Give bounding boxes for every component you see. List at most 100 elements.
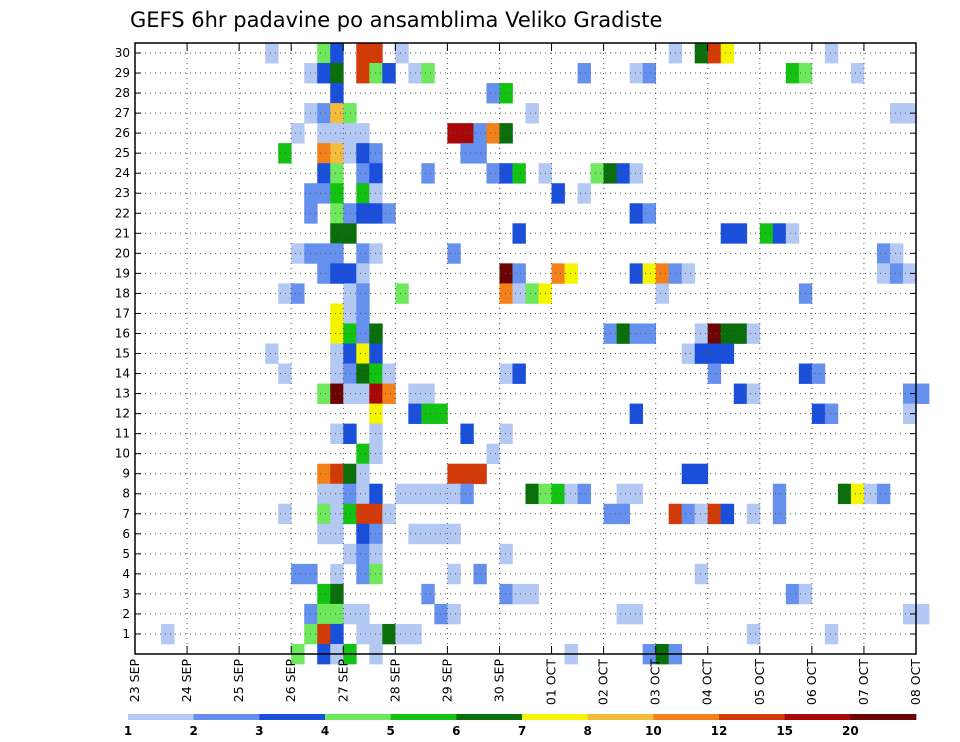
colorbar-label: 5 — [386, 724, 394, 738]
heatmap-cell — [356, 243, 370, 264]
heatmap-cell — [421, 483, 435, 505]
heatmap-cell — [343, 483, 357, 505]
heatmap-cell — [629, 403, 643, 424]
heatmap-cell — [616, 483, 630, 505]
heatmap-cell — [330, 243, 344, 264]
heatmap-cell — [889, 243, 904, 264]
grid-lines — [135, 43, 916, 654]
heatmap-cell — [330, 83, 344, 104]
heatmap-cell — [330, 363, 344, 384]
heatmap-cell — [356, 463, 370, 485]
y-tick-label: 1 — [122, 627, 130, 641]
heatmap-cell — [486, 163, 500, 184]
heatmap-cell — [343, 223, 357, 244]
heatmap-cell — [499, 583, 513, 605]
heatmap-cell — [811, 403, 826, 424]
heatmap-cell — [343, 543, 357, 565]
colorbar-label: 20 — [842, 724, 859, 738]
heatmap-cell — [916, 383, 930, 404]
heatmap-cell — [772, 503, 787, 525]
heatmap-cell — [317, 63, 331, 84]
x-tick-label: 29 SEP — [439, 659, 454, 703]
y-tick-label: 6 — [122, 527, 130, 541]
heatmap-cell — [746, 323, 761, 344]
heatmap-cell — [317, 503, 331, 525]
heatmap-cell — [512, 283, 526, 304]
heatmap-cell — [343, 463, 357, 485]
heatmap-cell — [564, 263, 578, 284]
heatmap-cell — [564, 483, 578, 505]
heatmap-cell — [694, 43, 709, 64]
heatmap-cell — [356, 443, 370, 465]
heatmap-cell — [681, 343, 696, 364]
y-tick-label: 30 — [115, 46, 130, 60]
heatmap-cell — [356, 263, 370, 284]
heatmap-cell — [161, 623, 175, 645]
chart-title: GEFS 6hr padavine po ansamblima Veliko G… — [130, 8, 662, 32]
heatmap-cell — [499, 423, 513, 444]
heatmap-cell — [772, 483, 787, 505]
heatmap-cell — [343, 203, 357, 224]
heatmap-cell — [356, 363, 370, 384]
heatmap-cell — [447, 563, 461, 585]
heatmap-cell — [382, 203, 396, 224]
x-tick-label: 02 OCT — [596, 659, 611, 705]
heatmap-cell — [382, 503, 396, 525]
x-tick-label: 26 SEP — [283, 659, 298, 703]
y-tick-label: 27 — [115, 106, 130, 120]
heatmap-cell — [330, 603, 344, 625]
heatmap-cell — [551, 483, 565, 505]
heatmap-cell — [343, 343, 357, 364]
heatmap-cell — [317, 183, 331, 204]
heatmap-cell — [317, 623, 331, 645]
heatmap-cell — [499, 263, 513, 284]
heatmap-cell — [356, 563, 370, 585]
heatmap-cell — [512, 583, 526, 605]
heatmap-cell — [317, 103, 331, 124]
heatmap-cell — [694, 503, 709, 525]
heatmap-cell — [330, 103, 344, 124]
heatmap-cell — [551, 263, 565, 284]
colorbar-label: 6 — [452, 724, 460, 738]
heatmap-cell — [343, 283, 357, 304]
y-tick-label: 13 — [115, 387, 130, 401]
heatmap-cell — [629, 163, 643, 184]
colorbar-segment — [390, 714, 457, 720]
y-tick-label: 8 — [122, 487, 130, 501]
heatmap-cell — [356, 303, 370, 324]
heatmap-cell — [343, 263, 357, 284]
heatmap-cell — [317, 603, 331, 625]
colorbar-label: 4 — [321, 724, 329, 738]
heatmap-cell — [746, 503, 761, 525]
heatmap-cell — [343, 323, 357, 344]
heatmap-cell — [681, 503, 696, 525]
heatmap-cell — [317, 123, 331, 144]
heatmap-cell — [317, 483, 331, 505]
heatmap-cell — [629, 603, 643, 625]
colorbar-segment — [193, 714, 260, 720]
x-tick-label: 08 OCT — [908, 659, 923, 705]
heatmap-cell — [278, 363, 292, 384]
heatmap-cell — [694, 563, 709, 585]
heatmap-cell — [577, 63, 591, 84]
heatmap-cell — [746, 383, 761, 404]
heatmap-cell — [720, 503, 735, 525]
x-tick-label: 23 SEP — [127, 659, 142, 703]
colorbar-label: 3 — [255, 724, 263, 738]
heatmap-cell — [902, 603, 917, 625]
x-axis-ticks: 23 SEP 24 SEP 25 SEP 26 SEP 27 SEP 28 SEP 29 S… — [127, 43, 923, 705]
heatmap-cell — [421, 63, 435, 84]
y-tick-label: 23 — [115, 186, 130, 200]
heatmap-cell — [356, 543, 370, 565]
colorbar-label: 12 — [711, 724, 728, 738]
y-tick-label: 26 — [115, 126, 130, 140]
heatmap-cell — [525, 483, 539, 505]
heatmap-cell — [356, 63, 370, 84]
heatmap-cell — [317, 523, 331, 545]
heatmap-cell — [876, 263, 891, 284]
colorbar-label: 15 — [776, 724, 793, 738]
y-tick-label: 4 — [122, 567, 130, 581]
y-tick-label: 28 — [115, 86, 130, 100]
y-tick-label: 24 — [115, 166, 130, 180]
heatmap-cell — [707, 503, 722, 525]
